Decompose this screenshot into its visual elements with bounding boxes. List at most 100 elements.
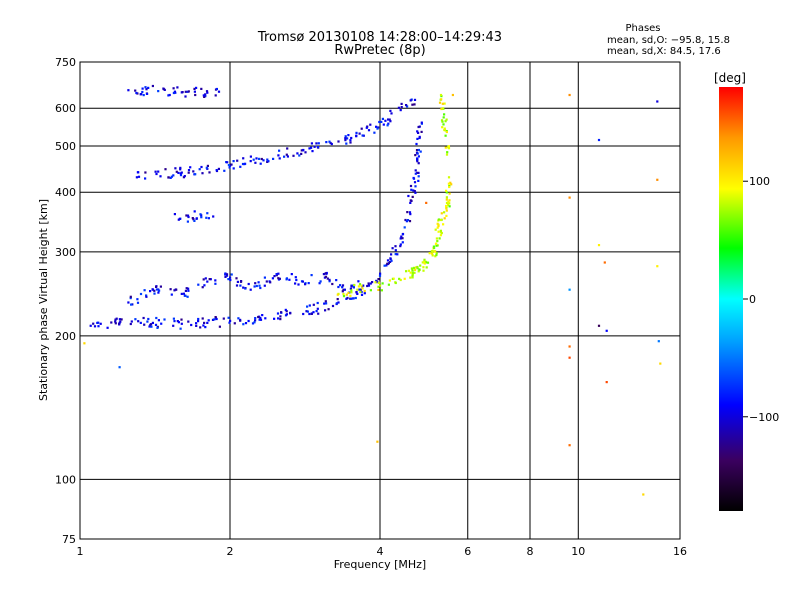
data-point xyxy=(229,319,232,322)
data-point xyxy=(118,322,121,326)
data-point xyxy=(251,322,255,325)
data-point xyxy=(172,91,175,95)
data-point xyxy=(377,278,380,281)
data-point xyxy=(435,244,438,247)
data-point xyxy=(217,90,221,93)
data-point xyxy=(449,181,452,184)
data-point xyxy=(357,280,360,283)
data-point xyxy=(331,304,335,308)
data-point xyxy=(390,259,393,262)
colorbar xyxy=(719,87,743,511)
data-point xyxy=(434,250,437,253)
x-tick-label: 8 xyxy=(527,545,534,558)
data-point xyxy=(407,269,410,272)
data-point xyxy=(341,290,344,293)
data-point xyxy=(412,189,415,192)
data-point xyxy=(187,287,190,290)
data-point xyxy=(444,134,447,137)
data-point xyxy=(409,201,412,204)
data-point xyxy=(259,318,263,321)
data-point xyxy=(89,324,92,327)
data-point xyxy=(277,317,280,320)
data-point xyxy=(386,262,389,265)
data-point xyxy=(416,152,419,155)
data-point xyxy=(164,168,167,171)
data-point xyxy=(337,140,340,143)
data-point xyxy=(347,134,350,137)
data-point xyxy=(353,283,356,287)
data-point xyxy=(174,167,177,170)
data-point xyxy=(226,161,229,164)
data-point xyxy=(417,155,420,158)
data-point xyxy=(603,261,606,264)
data-point xyxy=(194,173,197,176)
data-point xyxy=(192,218,195,221)
data-point xyxy=(392,277,395,280)
data-point xyxy=(286,147,289,150)
data-point xyxy=(336,293,339,296)
data-point xyxy=(412,266,416,269)
data-point xyxy=(421,261,424,264)
data-points xyxy=(83,84,662,496)
data-point xyxy=(148,325,151,328)
data-point xyxy=(350,291,353,294)
data-point xyxy=(118,318,121,321)
data-point xyxy=(350,297,353,300)
data-point xyxy=(360,284,363,287)
data-point xyxy=(439,229,442,232)
data-point xyxy=(436,222,439,225)
data-point xyxy=(399,278,402,282)
data-point xyxy=(568,196,571,199)
data-point xyxy=(269,281,272,284)
data-point xyxy=(417,270,420,273)
data-point xyxy=(252,158,255,161)
data-point xyxy=(298,154,301,157)
data-point xyxy=(134,318,137,321)
data-point xyxy=(144,171,147,174)
data-point xyxy=(366,284,369,288)
data-point xyxy=(434,242,438,245)
data-point xyxy=(331,282,334,286)
data-point xyxy=(284,308,287,311)
data-point xyxy=(377,285,380,288)
y-tick-label: 100 xyxy=(55,473,76,486)
data-point xyxy=(319,280,322,283)
data-point xyxy=(356,292,359,295)
data-point xyxy=(235,284,239,287)
data-point xyxy=(420,130,423,133)
data-point xyxy=(271,277,274,280)
data-point xyxy=(417,171,420,174)
data-point xyxy=(422,260,426,263)
data-point xyxy=(417,179,420,182)
data-point xyxy=(261,314,264,317)
data-point xyxy=(422,269,425,272)
data-point xyxy=(378,120,381,124)
data-point xyxy=(279,315,282,318)
data-point xyxy=(414,172,417,175)
data-point xyxy=(175,170,178,173)
data-point xyxy=(249,155,252,158)
data-point xyxy=(277,154,280,157)
data-point xyxy=(448,202,451,205)
data-point xyxy=(202,324,205,327)
x-tick-label: 10 xyxy=(571,545,585,558)
data-point xyxy=(185,214,188,217)
data-point xyxy=(343,288,346,291)
data-point xyxy=(190,323,193,327)
colorbar-tick-label: 100 xyxy=(749,175,770,188)
data-point xyxy=(174,288,177,291)
data-point xyxy=(656,265,659,268)
data-point xyxy=(154,170,157,173)
data-point xyxy=(445,201,449,204)
data-point xyxy=(362,134,365,137)
data-point xyxy=(288,278,291,281)
data-point xyxy=(322,273,325,276)
data-point xyxy=(160,322,163,325)
data-point xyxy=(229,276,232,279)
data-point xyxy=(163,318,166,321)
data-point xyxy=(418,136,421,140)
data-point xyxy=(114,322,117,325)
data-point xyxy=(451,93,454,97)
colorbar-tick-label: −100 xyxy=(749,411,779,424)
